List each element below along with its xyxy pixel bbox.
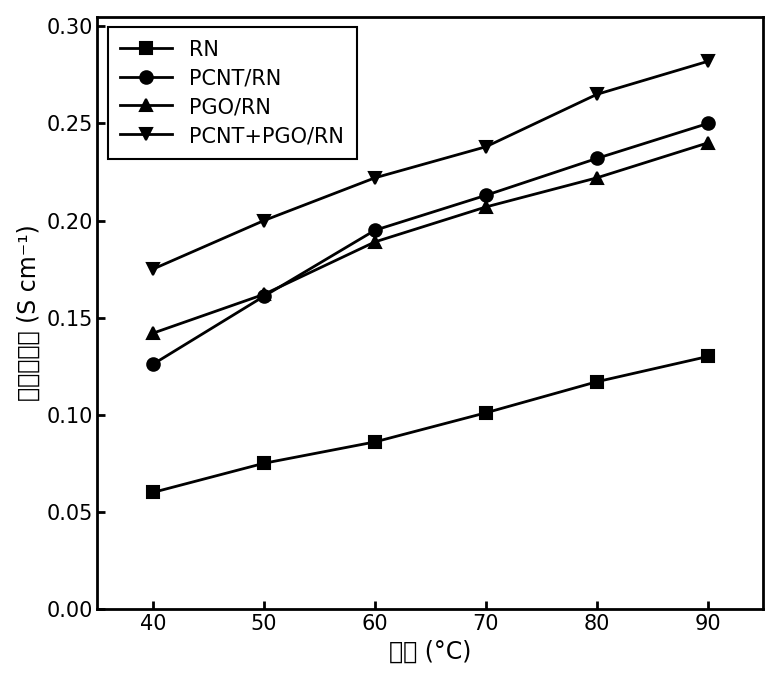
Line: PCNT+PGO/RN: PCNT+PGO/RN	[147, 55, 714, 275]
PCNT+PGO/RN	[370, 174, 380, 182]
PCNT+PGO/RN	[592, 90, 601, 99]
PCNT/RN	[148, 360, 158, 369]
Line: RN: RN	[147, 350, 714, 498]
PGO/RN	[703, 139, 712, 147]
RN	[148, 488, 158, 496]
PCNT/RN	[703, 120, 712, 128]
PGO/RN	[592, 174, 601, 182]
PCNT/RN	[481, 191, 491, 199]
PCNT+PGO/RN	[259, 216, 268, 224]
PCNT+PGO/RN	[481, 143, 491, 151]
PCNT+PGO/RN	[703, 57, 712, 65]
Y-axis label: 质子传导率 (S cm⁻¹): 质子传导率 (S cm⁻¹)	[16, 224, 41, 401]
PCNT/RN	[370, 226, 380, 235]
PCNT+PGO/RN	[148, 265, 158, 273]
PGO/RN	[370, 238, 380, 246]
PCNT/RN	[259, 292, 268, 301]
RN	[481, 409, 491, 417]
RN	[259, 459, 268, 467]
PGO/RN	[259, 290, 268, 299]
Line: PCNT/RN: PCNT/RN	[147, 117, 714, 371]
Line: PGO/RN: PGO/RN	[147, 137, 714, 339]
PCNT/RN	[592, 154, 601, 163]
PGO/RN	[481, 203, 491, 211]
Legend: RN, PCNT/RN, PGO/RN, PCNT+PGO/RN: RN, PCNT/RN, PGO/RN, PCNT+PGO/RN	[108, 27, 356, 159]
X-axis label: 温度 (°C): 温度 (°C)	[389, 639, 472, 663]
RN	[370, 438, 380, 446]
PGO/RN	[148, 329, 158, 337]
RN	[703, 352, 712, 360]
RN	[592, 377, 601, 386]
